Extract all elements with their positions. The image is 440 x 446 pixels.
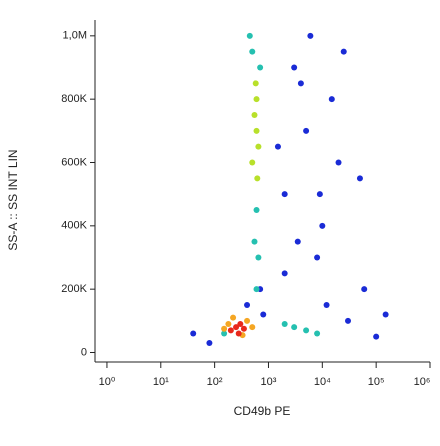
event-dot — [281, 191, 288, 198]
event-dot — [251, 112, 258, 118]
x-tick-label: 10⁶ — [414, 376, 431, 388]
event-dot — [246, 32, 253, 39]
event-dot — [240, 325, 247, 332]
event-dot — [303, 127, 310, 134]
event-dot — [252, 80, 259, 87]
event-dot — [356, 175, 363, 182]
y-tick-label: 800K — [61, 93, 87, 105]
event-dot — [249, 159, 256, 166]
event-dot — [323, 302, 330, 308]
event-dot — [206, 340, 213, 346]
event-dot — [314, 254, 321, 261]
event-dot — [244, 317, 251, 324]
x-tick-label: 10³ — [261, 376, 277, 388]
x-tick-label: 10⁰ — [99, 376, 116, 388]
event-dot — [303, 327, 310, 334]
event-dot — [190, 330, 197, 337]
event-dot — [225, 321, 232, 327]
event-dot — [254, 175, 261, 182]
event-dot — [340, 48, 347, 55]
event-dot — [260, 311, 267, 318]
x-tick-label: 10² — [207, 376, 223, 388]
event-dot — [319, 222, 326, 229]
event-dot — [244, 302, 251, 308]
event-dot — [281, 321, 288, 327]
y-tick-label: 1,0M — [63, 30, 87, 42]
event-dot — [253, 207, 260, 213]
x-tick-label: 10⁵ — [368, 376, 385, 388]
event-dot — [314, 330, 321, 337]
event-dot — [221, 330, 228, 337]
event-dot — [335, 159, 342, 166]
y-tick-label: 400K — [61, 220, 87, 232]
y-tick-label: 600K — [61, 156, 87, 168]
event-dot — [291, 64, 298, 71]
event-dot — [281, 270, 288, 277]
event-dot — [235, 330, 242, 337]
event-dot — [230, 314, 237, 321]
event-dot — [253, 286, 260, 293]
event-dot — [294, 238, 301, 245]
event-dot — [233, 324, 240, 331]
event-dot — [316, 191, 323, 198]
event-dot — [255, 143, 262, 150]
event-dot — [257, 64, 264, 71]
x-axis-title: CD49b PE — [234, 404, 291, 418]
event-dot — [251, 238, 258, 245]
event-dot — [237, 321, 244, 327]
y-tick-label: 0 — [81, 346, 87, 358]
event-dot — [221, 325, 228, 332]
event-dot — [382, 311, 389, 318]
event-dot — [227, 327, 234, 334]
x-tick-label: 10⁴ — [314, 376, 331, 388]
event-dot — [253, 96, 260, 103]
x-tick-label: 10¹ — [153, 376, 169, 388]
y-tick-label: 200K — [61, 283, 87, 295]
event-dot — [255, 254, 262, 261]
y-axis-title: SS-A :: SS INT LIN — [6, 149, 20, 250]
event-dot — [361, 286, 368, 293]
event-dot — [307, 32, 314, 39]
event-dot — [249, 324, 256, 331]
event-dot — [373, 333, 380, 340]
event-dot — [328, 96, 335, 103]
event-dot — [249, 48, 256, 55]
event-dot — [345, 317, 352, 324]
event-dot — [274, 143, 281, 150]
event-dot — [291, 324, 298, 331]
event-dot — [253, 127, 260, 134]
event-dot — [297, 80, 304, 87]
